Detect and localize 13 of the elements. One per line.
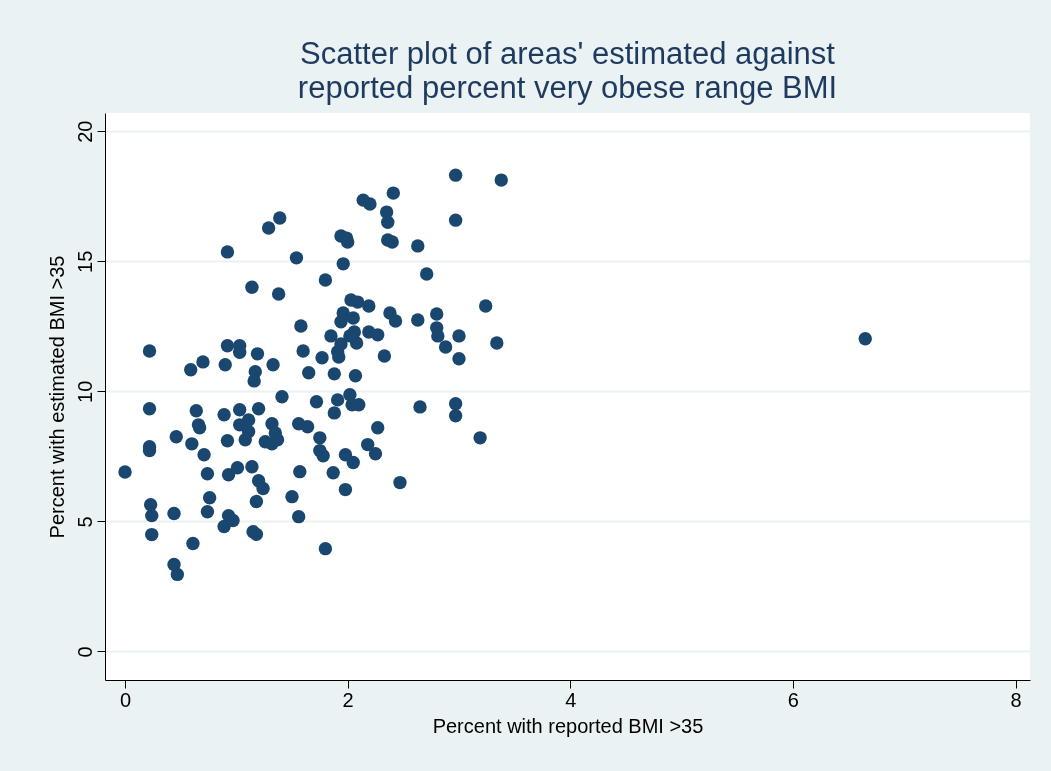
x-tick-label: 0	[119, 688, 132, 711]
x-tick-label: 8	[1010, 688, 1022, 711]
y-tick-label: 15	[73, 250, 96, 273]
chart-title: Scatter plot of areas' estimated against reported percent very obese range BMI	[297, 36, 838, 105]
y-tick-label: 5	[73, 516, 96, 528]
x-tick-label: 6	[787, 688, 799, 711]
x-tick-label: 2	[342, 688, 354, 711]
x-tick-label: 4	[565, 688, 577, 711]
y-tick-label: 10	[73, 380, 96, 403]
y-tick-label: 0	[73, 646, 96, 658]
y-tick-label: 20	[73, 120, 96, 143]
x-axis-title: Percent with reported BMI >35	[432, 714, 704, 737]
y-axis-title: Percent with estimated BMI >35	[45, 255, 68, 539]
